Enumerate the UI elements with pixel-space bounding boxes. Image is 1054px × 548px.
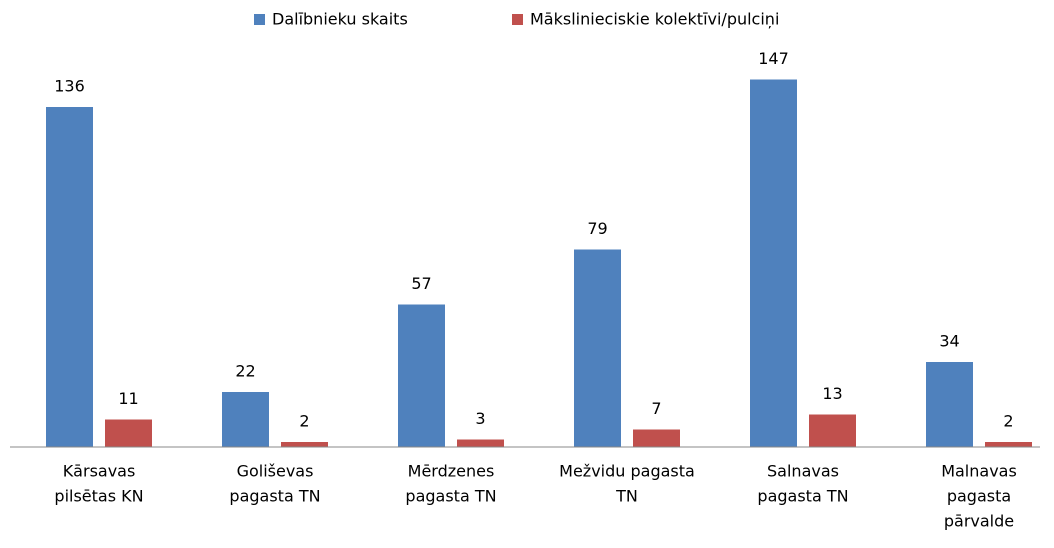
x-tick-label: Mērdzenes [408, 462, 495, 481]
x-tick-label: TN [615, 487, 638, 506]
x-tick-label: Goliševas [237, 462, 314, 481]
x-tick-label: Kārsavas [63, 462, 136, 481]
legend-label: Dalībnieku skaits [272, 10, 408, 29]
x-tick-label: pilsētas KN [54, 487, 143, 506]
bar [105, 419, 152, 447]
data-label: 57 [411, 274, 431, 293]
bar [281, 442, 328, 447]
data-label: 79 [587, 219, 607, 238]
x-tick-label: Malnavas [941, 462, 1017, 481]
data-label: 22 [235, 362, 255, 381]
x-tick-label: pagasta TN [229, 487, 320, 506]
data-label: 11 [118, 389, 138, 408]
data-label: 34 [939, 332, 959, 351]
legend-swatch [512, 14, 523, 25]
bar [222, 392, 269, 447]
data-label: 136 [54, 77, 85, 96]
x-tick-label: pārvalde [944, 512, 1014, 531]
data-label: 2 [299, 412, 309, 431]
x-tick-label: Salnavas [767, 462, 839, 481]
x-tick-label: Mežvidu pagasta [559, 462, 695, 481]
data-label: 13 [822, 384, 842, 403]
data-label: 2 [1003, 412, 1013, 431]
bar [750, 79, 797, 447]
bar [926, 362, 973, 447]
bar [633, 429, 680, 447]
bar [398, 304, 445, 447]
x-tick-label: pagasta TN [757, 487, 848, 506]
bar [809, 414, 856, 447]
data-label: 147 [758, 49, 789, 68]
legend-swatch [254, 14, 265, 25]
legend-label: Mākslinieciskie kolektīvi/pulciņi [530, 10, 779, 29]
bar [574, 249, 621, 447]
bar [46, 107, 93, 447]
data-label: 3 [475, 409, 485, 428]
bar [457, 439, 504, 447]
bar [985, 442, 1032, 447]
x-tick-label: pagasta TN [405, 487, 496, 506]
x-tick-label: pagasta [947, 487, 1011, 506]
data-label: 7 [651, 399, 661, 418]
